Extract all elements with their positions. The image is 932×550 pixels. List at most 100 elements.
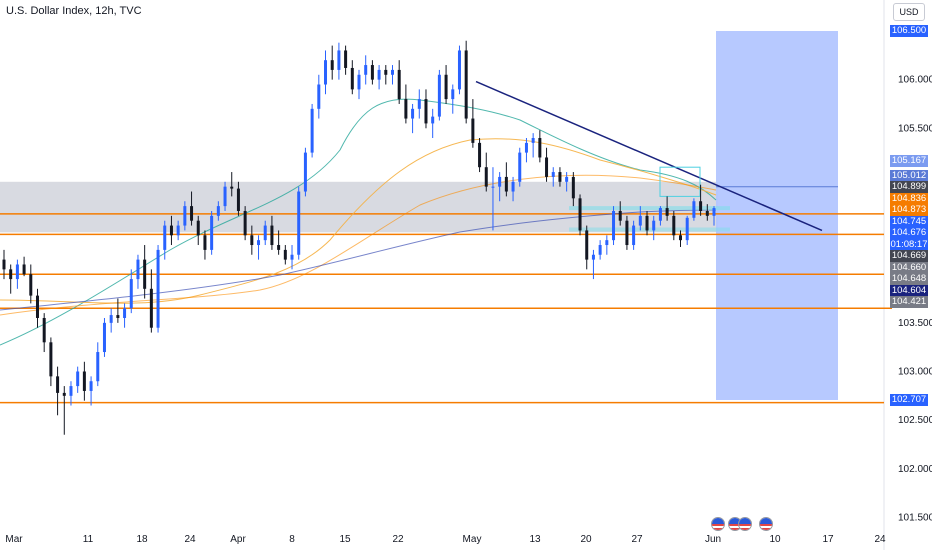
price-label: 105.167 — [890, 154, 928, 167]
candle-body — [62, 392, 66, 396]
candle-body — [524, 142, 528, 153]
candle-body — [417, 99, 421, 109]
chart-title: U.S. Dollar Index, 12h, TVC — [6, 5, 142, 17]
candle-body — [344, 50, 348, 68]
candle-body — [652, 220, 656, 231]
candle-body — [390, 69, 394, 75]
candle-body — [116, 315, 120, 318]
candle-body — [632, 225, 636, 246]
candle-body — [705, 210, 709, 216]
candle-body — [645, 215, 649, 231]
x-tick-label: 27 — [631, 534, 643, 545]
ema-slow — [0, 174, 717, 316]
x-tick-label: 20 — [580, 534, 592, 545]
y-tick-label: 102.000 — [898, 464, 932, 475]
us-flag-icon[interactable] — [738, 517, 752, 531]
candle-body — [169, 225, 173, 236]
candle-body — [9, 269, 13, 280]
price-label: 104.873 — [890, 204, 928, 217]
us-flag-icon[interactable] — [711, 517, 725, 531]
candle-body — [230, 186, 234, 189]
y-tick-label: 102.500 — [898, 415, 932, 426]
candle-body — [49, 342, 53, 377]
x-tick-label: May — [463, 534, 482, 545]
price-label: 104.676 — [890, 227, 928, 240]
candle-body — [551, 172, 555, 177]
candle-body — [257, 240, 261, 246]
candle-body — [444, 74, 448, 100]
candle-body — [625, 220, 629, 246]
candle-body — [2, 259, 6, 270]
candle-body — [357, 74, 361, 90]
candle-body — [317, 84, 321, 109]
candle-body — [384, 69, 388, 75]
candle-body — [518, 152, 522, 182]
candle-body — [236, 188, 240, 211]
x-tick-label: Jun — [705, 534, 721, 545]
candle-body — [324, 60, 328, 85]
candle-body — [149, 288, 153, 328]
candle-body — [612, 210, 616, 241]
us-flag-icon[interactable] — [759, 517, 773, 531]
range-box — [569, 227, 730, 232]
candle-body — [136, 259, 140, 280]
candle-body — [685, 217, 689, 241]
candle-body — [658, 208, 662, 221]
candle-body — [598, 245, 602, 255]
chart-drawings — [0, 31, 892, 404]
candle-body — [297, 191, 301, 255]
y-tick-label: 103.500 — [898, 318, 932, 329]
candle-body — [82, 371, 86, 391]
candle-body — [196, 220, 200, 236]
candle-body — [216, 206, 220, 216]
price-label: 104.648 — [890, 273, 928, 286]
candle-body — [330, 60, 334, 70]
candle-body — [22, 264, 26, 275]
candle-body — [558, 172, 562, 182]
candlesticks — [2, 40, 716, 435]
candle-body — [672, 215, 676, 236]
candle-body — [424, 99, 428, 124]
price-label: 104.745 — [890, 215, 928, 228]
candle-body — [377, 69, 381, 80]
price-label: 104.604 — [890, 284, 928, 297]
candle-body — [712, 208, 716, 216]
trend-line — [475, 80, 823, 232]
x-tick-label: 15 — [339, 534, 351, 545]
candle-body — [156, 249, 160, 328]
candle-body — [203, 235, 207, 250]
x-tick-label: 22 — [392, 534, 404, 545]
candle-body — [478, 142, 482, 168]
candle-body — [129, 279, 133, 309]
candle-body — [270, 225, 274, 246]
candle-body — [109, 315, 113, 323]
price-label: 104.899 — [890, 181, 928, 194]
y-tick-label: 103.000 — [898, 366, 932, 377]
candle-body — [511, 181, 515, 192]
price-label: 104.836 — [890, 192, 928, 205]
candle-body — [504, 176, 508, 192]
candle-body — [491, 186, 495, 188]
candle-body — [571, 176, 575, 199]
candle-body — [665, 208, 669, 216]
candle-body — [605, 240, 609, 246]
candle-body — [290, 254, 294, 260]
candle-body — [545, 157, 549, 177]
x-tick-label: 18 — [136, 534, 148, 545]
y-tick-label: 101.500 — [898, 512, 932, 523]
candle-body — [370, 65, 374, 80]
price-label: 105.012 — [890, 169, 928, 182]
candle-body — [464, 50, 468, 119]
candle-body — [42, 317, 46, 343]
x-tick-label: Mar — [5, 534, 23, 545]
candle-body — [29, 274, 33, 296]
candle-body — [364, 65, 368, 75]
candle-body — [578, 198, 582, 231]
price-label: 01:08:17 — [890, 238, 928, 251]
candle-body — [143, 259, 147, 289]
currency-selector[interactable]: USD — [893, 3, 925, 21]
candle-body — [210, 215, 214, 250]
candle-body — [35, 295, 39, 318]
candle-body — [163, 225, 167, 250]
